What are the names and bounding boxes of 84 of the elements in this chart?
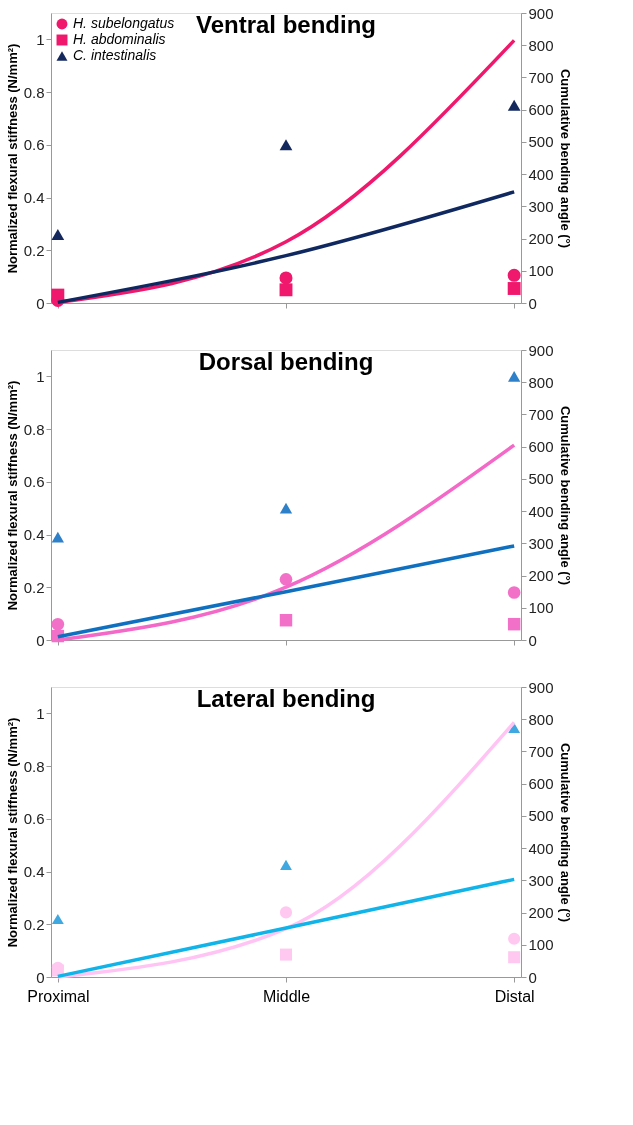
point bbox=[51, 531, 64, 543]
point bbox=[507, 586, 521, 599]
point bbox=[280, 859, 292, 871]
y2-tick-label: 100 bbox=[528, 599, 554, 617]
x-tick-label: Proximal bbox=[27, 987, 90, 1005]
point bbox=[507, 282, 521, 295]
y2-tick-label: 900 bbox=[528, 4, 554, 22]
chart-title: Lateral bending bbox=[196, 685, 376, 712]
point bbox=[51, 288, 65, 302]
y2-tick-label: 700 bbox=[528, 405, 554, 423]
y-tick-label: 0.2 bbox=[23, 915, 45, 933]
y2-tick-label: 0 bbox=[528, 631, 537, 649]
point bbox=[279, 614, 293, 627]
y2-tick-label: 100 bbox=[528, 936, 554, 954]
y2-tick-label: 900 bbox=[528, 678, 554, 696]
y-tick-label: 0.4 bbox=[23, 526, 45, 544]
legend-label: H. abdominalis bbox=[73, 31, 166, 47]
x-tick-label: Distal bbox=[494, 987, 535, 1005]
point bbox=[51, 617, 65, 631]
y-tick-label: 0.2 bbox=[23, 241, 45, 259]
y2-tick-label: 600 bbox=[528, 101, 554, 119]
y2-axis-title: Cumulative bending angle (°) bbox=[557, 68, 573, 249]
y2-axis-title: Cumulative bending angle (°) bbox=[557, 405, 573, 586]
point bbox=[508, 371, 521, 382]
y2-tick-label: 0 bbox=[528, 294, 537, 312]
y2-tick-label: 400 bbox=[528, 839, 554, 857]
y2-tick-label: 200 bbox=[528, 567, 554, 585]
y-tick-label: 0.8 bbox=[23, 420, 45, 438]
y2-tick-label: 200 bbox=[528, 230, 554, 248]
point bbox=[279, 139, 293, 151]
y2-tick-label: 500 bbox=[528, 470, 554, 488]
y-axis-title: Normalized flexural stiffness (N/mm²) bbox=[4, 380, 20, 611]
y2-tick-label: 200 bbox=[528, 904, 554, 922]
point bbox=[508, 951, 521, 964]
point bbox=[279, 906, 293, 919]
y2-tick-label: 400 bbox=[528, 502, 554, 520]
y2-tick-label: 800 bbox=[528, 36, 554, 54]
y-tick-label: 1 bbox=[36, 30, 45, 48]
point bbox=[279, 283, 293, 297]
y2-tick-label: 300 bbox=[528, 871, 554, 889]
y-tick-label: 0 bbox=[36, 294, 45, 312]
point bbox=[508, 932, 521, 945]
y2-tick-label: 600 bbox=[528, 438, 554, 456]
y-tick-label: 0.6 bbox=[23, 473, 45, 491]
y-tick-label: 0 bbox=[36, 631, 45, 649]
y-tick-label: 1 bbox=[36, 704, 45, 722]
y-tick-label: 0.8 bbox=[23, 83, 45, 101]
chart-title: Dorsal bending bbox=[198, 348, 374, 375]
x-tick-label: Middle bbox=[262, 987, 311, 1005]
y2-tick-label: 800 bbox=[528, 373, 554, 391]
y2-tick-label: 700 bbox=[528, 742, 554, 760]
y-tick-label: 0.4 bbox=[23, 189, 45, 207]
y2-tick-label: 100 bbox=[528, 262, 554, 280]
chart-title: Ventral bending bbox=[195, 11, 377, 38]
y-tick-label: 0.2 bbox=[23, 578, 45, 596]
point bbox=[507, 99, 521, 111]
point bbox=[279, 502, 293, 514]
y2-tick-label: 300 bbox=[528, 197, 554, 215]
y2-axis-title: Cumulative bending angle (°) bbox=[557, 742, 573, 923]
y-axis-title: Normalized flexural stiffness (N/mm²) bbox=[4, 717, 20, 948]
point bbox=[507, 268, 521, 282]
point bbox=[280, 948, 292, 961]
y2-tick-label: 800 bbox=[528, 710, 554, 728]
y2-tick-label: 900 bbox=[528, 341, 554, 359]
y2-tick-label: 500 bbox=[528, 133, 554, 151]
y-tick-label: 1 bbox=[36, 367, 45, 385]
y-axis-title: Normalized flexural stiffness (N/mm²) bbox=[4, 43, 20, 274]
y-tick-label: 0.6 bbox=[23, 136, 45, 154]
point bbox=[51, 913, 64, 925]
y2-tick-label: 500 bbox=[528, 807, 554, 825]
point bbox=[51, 228, 65, 240]
legend-label: C. intestinalis bbox=[73, 47, 157, 63]
point bbox=[279, 573, 293, 586]
y2-tick-label: 300 bbox=[528, 534, 554, 552]
y2-tick-label: 0 bbox=[528, 968, 537, 986]
y2-tick-label: 600 bbox=[528, 775, 554, 793]
y2-tick-label: 400 bbox=[528, 165, 554, 183]
y-tick-label: 0.8 bbox=[23, 757, 45, 775]
y-tick-label: 0.4 bbox=[23, 863, 45, 881]
y-tick-label: 0 bbox=[36, 968, 45, 986]
legend-label: H. subelongatus bbox=[73, 15, 175, 31]
point bbox=[507, 617, 521, 631]
y-tick-label: 0.6 bbox=[23, 810, 45, 828]
y2-tick-label: 700 bbox=[528, 68, 554, 86]
